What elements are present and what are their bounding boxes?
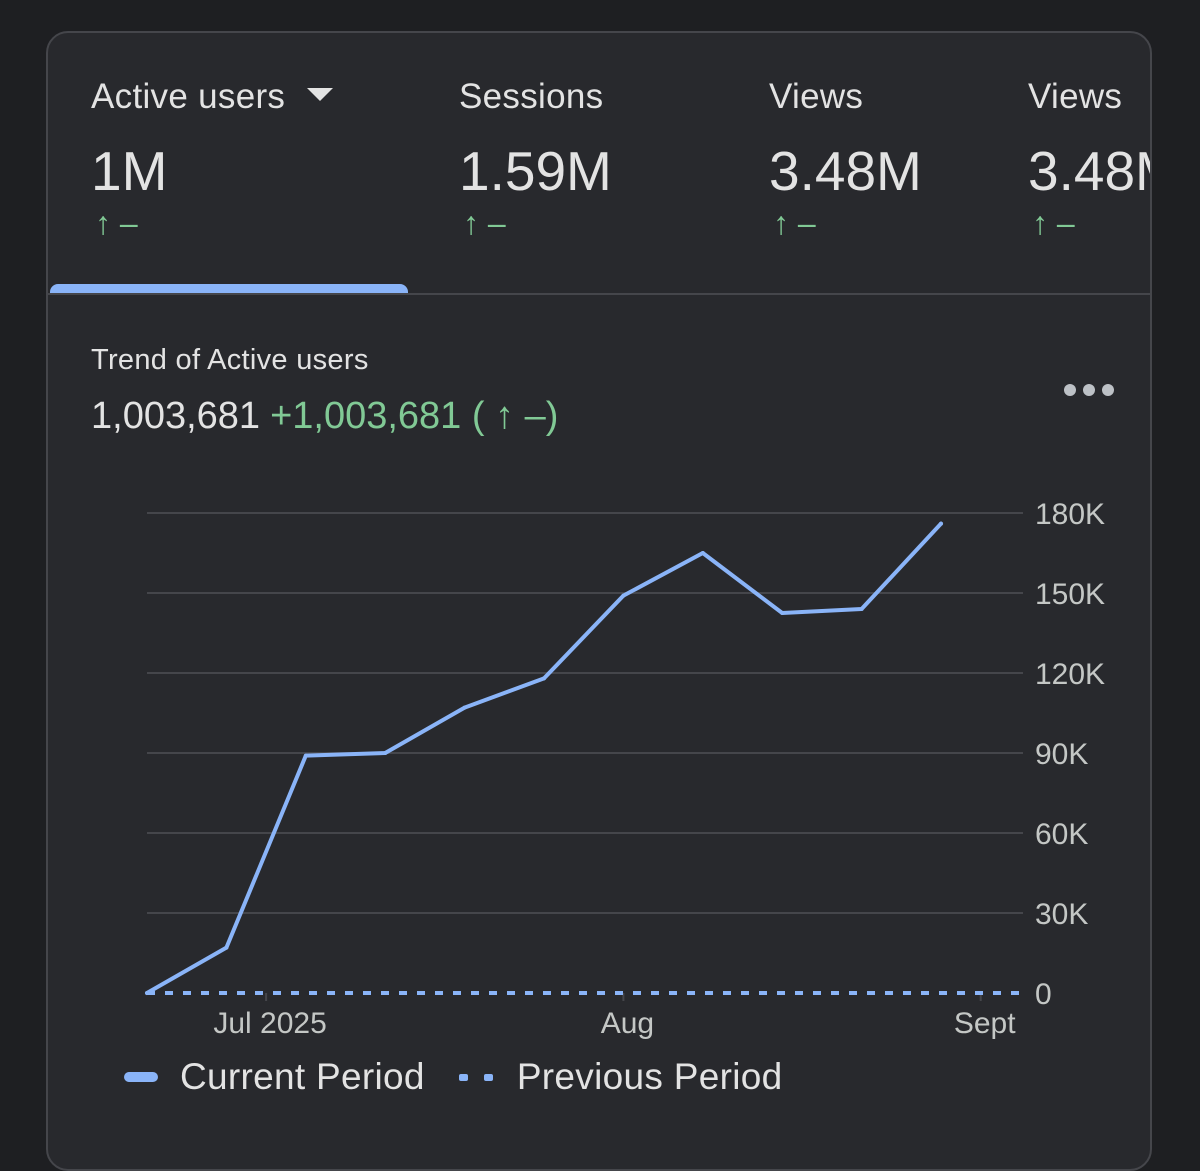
- legend-previous-period[interactable]: Previous Period: [425, 1056, 783, 1098]
- dotted-line-swatch-icon: [458, 1073, 493, 1081]
- y-tick-label: 180K: [1035, 498, 1105, 531]
- trend-delta: +1,003,681 ( ↑ –): [270, 395, 559, 437]
- legend-current-period[interactable]: Current Period: [124, 1056, 425, 1098]
- data-point: [621, 593, 626, 598]
- y-tick-label: 60K: [1035, 818, 1088, 851]
- tab-value: 3.48M: [1028, 140, 1150, 202]
- arrow-up-icon: ↑: [463, 205, 479, 241]
- tab-label: Sessions: [459, 77, 604, 116]
- tab-change: ↑ –: [1032, 205, 1075, 241]
- tab-change: ↑ –: [463, 205, 506, 241]
- trend-total: 1,003,681: [91, 395, 261, 437]
- arrow-up-icon: ↑: [773, 205, 789, 241]
- x-tick-label: Aug: [601, 1007, 654, 1040]
- selected-tab-indicator: [50, 284, 408, 293]
- series-line-current-period: [145, 521, 943, 995]
- data-point: [939, 521, 943, 526]
- trend-line-chart: 0 30K 60K 90K 120K 150K 180K Jul 2025 Aug Sept: [145, 498, 1105, 1040]
- legend-label: Previous Period: [516, 1056, 783, 1097]
- arrow-up-icon: ↑: [95, 205, 111, 241]
- tab-label: Active users: [91, 77, 334, 117]
- legend-label: Current Period: [180, 1056, 425, 1097]
- data-point: [224, 945, 229, 950]
- tab-change: ↑ –: [773, 205, 816, 241]
- trend-title: Trend of Active users: [91, 344, 369, 376]
- tab-value: 3.48M: [769, 140, 922, 202]
- y-tick-label: 150K: [1035, 578, 1105, 611]
- trend-summary: 1,003,681 +1,003,681 ( ↑ –): [91, 395, 558, 438]
- solid-line-swatch-icon: [124, 1072, 158, 1082]
- more-horizontal-icon[interactable]: [1064, 378, 1114, 402]
- y-tick-label: 90K: [1035, 738, 1088, 771]
- data-point: [859, 607, 864, 611]
- data-point: [145, 991, 149, 995]
- dropdown-caret-icon[interactable]: [307, 88, 334, 102]
- data-point: [780, 611, 785, 615]
- data-point: [303, 753, 308, 758]
- more-dot: [1083, 384, 1095, 396]
- metric-tabs: Active users 1M ↑ – Sessions 1.59M ↑ – V…: [48, 33, 1150, 295]
- tab-divider: [48, 293, 1150, 295]
- tab-change: ↑ –: [95, 205, 138, 241]
- y-tick-label: 30K: [1035, 898, 1088, 931]
- more-dot: [1102, 384, 1114, 396]
- data-point: [383, 751, 388, 755]
- y-tick-label: 120K: [1035, 658, 1105, 691]
- tab-label: Views: [769, 77, 864, 116]
- arrow-up-icon: ↑: [1032, 205, 1048, 241]
- tab-views-2[interactable]: Views 3.48M ↑ –: [1028, 33, 1150, 295]
- tab-active-users[interactable]: Active users 1M ↑ –: [91, 33, 431, 295]
- metrics-card: Active users 1M ↑ – Sessions 1.59M ↑ – V…: [46, 31, 1152, 1171]
- data-point: [462, 705, 467, 710]
- y-tick-label: 0: [1035, 978, 1052, 1011]
- chart-legend: Current Period Previous Period: [124, 1055, 783, 1099]
- more-dot: [1064, 384, 1076, 396]
- tab-label: Views: [1028, 77, 1123, 116]
- data-point: [542, 676, 546, 681]
- tab-value: 1M: [91, 140, 168, 202]
- x-tick-label: Sept: [954, 1007, 1016, 1040]
- x-tick-label: Jul 2025: [213, 1007, 326, 1040]
- tab-sessions[interactable]: Sessions 1.59M ↑ –: [459, 33, 739, 295]
- data-point: [700, 551, 705, 555]
- tab-value: 1.59M: [459, 140, 612, 202]
- tab-views[interactable]: Views 3.48M ↑ –: [769, 33, 1009, 295]
